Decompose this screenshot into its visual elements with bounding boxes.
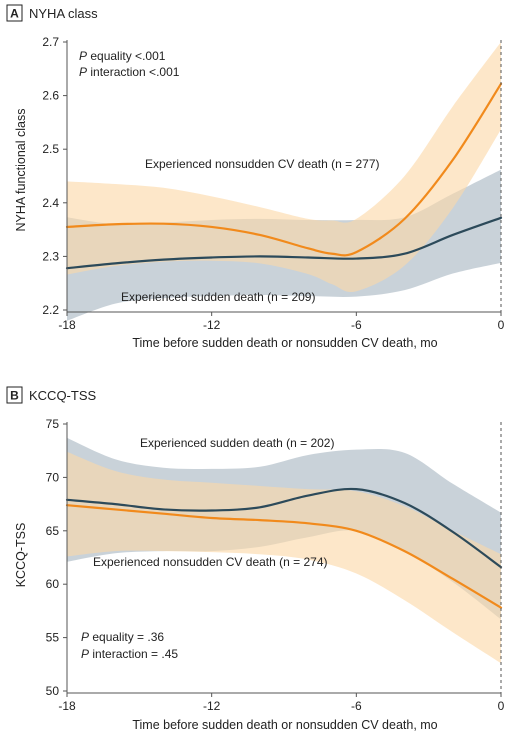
panel-a: A NYHA class 2.2 2.3 2.4 2.5 2.6 2.7 -18 -12 -6 0… — [6, 4, 505, 350]
panel-b-lines — [65, 487, 503, 609]
panel-b-x-tick-label: -18 — [58, 699, 76, 713]
panel-b: B KCCQ-TSS 50 55 60 65 70 75 -18 -12 -6 0 Experie… — [6, 386, 505, 732]
panel-a-letter: A — [10, 7, 19, 21]
panel-a-annotation-sudden: Experienced sudden death (n = 209) — [121, 290, 315, 304]
panel-b-y-tick-label: 65 — [46, 524, 60, 538]
panel-a-title: NYHA class — [29, 6, 98, 21]
panel-b-x-tick-label: -6 — [351, 699, 362, 713]
panel-b-y-tick-label: 50 — [46, 684, 60, 698]
panel-a-y-label: NYHA functional class — [14, 109, 28, 232]
panel-b-y-tick-label: 75 — [46, 417, 60, 431]
panel-a-stat-interaction: P interaction <.001 — [79, 65, 180, 79]
panel-a-x-tick-label: -12 — [203, 318, 221, 332]
panel-a-y-tick-label: 2.5 — [42, 142, 59, 156]
panel-a-line-1 — [65, 82, 503, 257]
panel-b-axes: 50 55 60 65 70 75 -18 -12 -6 0 — [46, 417, 505, 713]
panel-b-y-label: KCCQ-TSS — [14, 523, 28, 588]
panel-b-title: KCCQ-TSS — [29, 388, 97, 403]
panel-b-annotation-nonsudden: Experienced nonsudden CV death (n = 274) — [93, 555, 328, 569]
panel-a-lines — [65, 82, 503, 270]
panel-b-band-1 — [67, 451, 501, 664]
panel-a-y-tick-label: 2.2 — [42, 303, 59, 317]
panel-b-letter-box — [6, 386, 23, 404]
panel-a-y-tick-label: 2.7 — [42, 35, 59, 49]
panel-a-stat-equality: P equality <.001 — [79, 49, 166, 63]
panel-a-annotation-nonsudden: Experienced nonsudden CV death (n = 277) — [145, 157, 380, 171]
panel-b-x-tick-label: -12 — [203, 699, 221, 713]
panel-a-y-tick-label: 2.6 — [42, 89, 59, 103]
panel-b-annotation-sudden: Experienced sudden death (n = 202) — [140, 436, 334, 450]
panel-b-y-tick-label: 60 — [46, 577, 60, 591]
panel-a-letter-box — [6, 4, 23, 22]
panel-b-y-tick-label: 70 — [46, 470, 60, 484]
panel-a-x-label: Time before sudden death or nonsudden CV… — [132, 336, 437, 350]
panel-b-x-label: Time before sudden death or nonsudden CV… — [132, 718, 437, 732]
panel-b-letter: B — [10, 389, 19, 403]
panel-a-x-tick-label: 0 — [498, 318, 505, 332]
panel-a-y-tick-label: 2.3 — [42, 249, 59, 263]
panel-b-line-0 — [65, 487, 503, 569]
panel-a-y-tick-label: 2.4 — [42, 196, 59, 210]
panel-a-axes: 2.2 2.3 2.4 2.5 2.6 2.7 -18 -12 -6 0 — [42, 35, 504, 332]
panel-a-x-tick-label: -6 — [351, 318, 362, 332]
panel-b-bands — [67, 437, 501, 664]
panel-b-stat-equality: P equality = .36 — [81, 630, 164, 644]
panel-b-y-tick-label: 55 — [46, 631, 60, 645]
panel-a-x-tick-label: -18 — [58, 318, 76, 332]
panel-a-line-0 — [65, 216, 503, 270]
panel-b-stat-interaction: P interaction = .45 — [81, 647, 178, 661]
panel-b-line-1 — [65, 504, 503, 609]
panel-b-x-tick-label: 0 — [498, 699, 505, 713]
